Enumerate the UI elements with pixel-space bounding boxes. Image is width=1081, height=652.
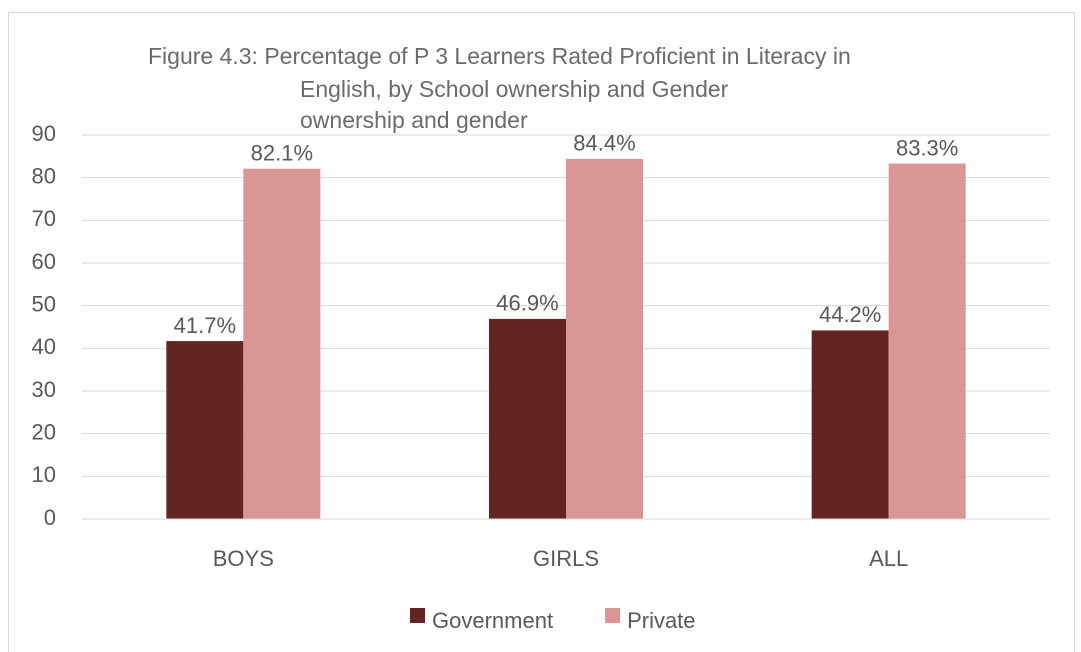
x-tick-label: BOYS <box>213 546 274 571</box>
chart-title: English, by School ownership and Gender <box>300 76 729 102</box>
y-tick-label: 90 <box>32 121 56 146</box>
y-tick-label: 0 <box>44 505 56 530</box>
data-label: 44.2% <box>819 302 881 327</box>
chart-title: Figure 4.3: Percentage of P 3 Learners R… <box>148 43 851 69</box>
bar <box>166 341 244 519</box>
x-tick-label: GIRLS <box>533 546 599 571</box>
y-tick-label: 60 <box>32 249 56 274</box>
legend-swatch <box>605 608 621 623</box>
y-tick-label: 40 <box>32 334 56 359</box>
legend-label: Private <box>627 608 695 633</box>
data-label: 84.4% <box>573 131 635 156</box>
bar <box>888 163 966 519</box>
data-label: 83.3% <box>896 135 958 160</box>
legend-swatch <box>410 608 425 623</box>
x-tick-label: ALL <box>869 546 908 571</box>
data-label: 41.7% <box>174 313 236 338</box>
chart-title: ownership and gender <box>300 107 528 133</box>
legend-label: Government <box>432 608 553 633</box>
bar <box>566 158 643 520</box>
data-label: 82.1% <box>251 141 313 166</box>
y-tick-label: 30 <box>32 377 56 402</box>
y-tick-label: 80 <box>32 163 56 188</box>
bar <box>489 318 566 519</box>
y-tick-label: 20 <box>32 419 56 444</box>
bar <box>811 330 889 519</box>
y-tick-label: 50 <box>32 291 56 316</box>
bar <box>243 168 321 519</box>
data-label: 46.9% <box>496 291 558 316</box>
y-tick-label: 10 <box>32 462 56 487</box>
y-tick-label: 70 <box>32 206 56 231</box>
